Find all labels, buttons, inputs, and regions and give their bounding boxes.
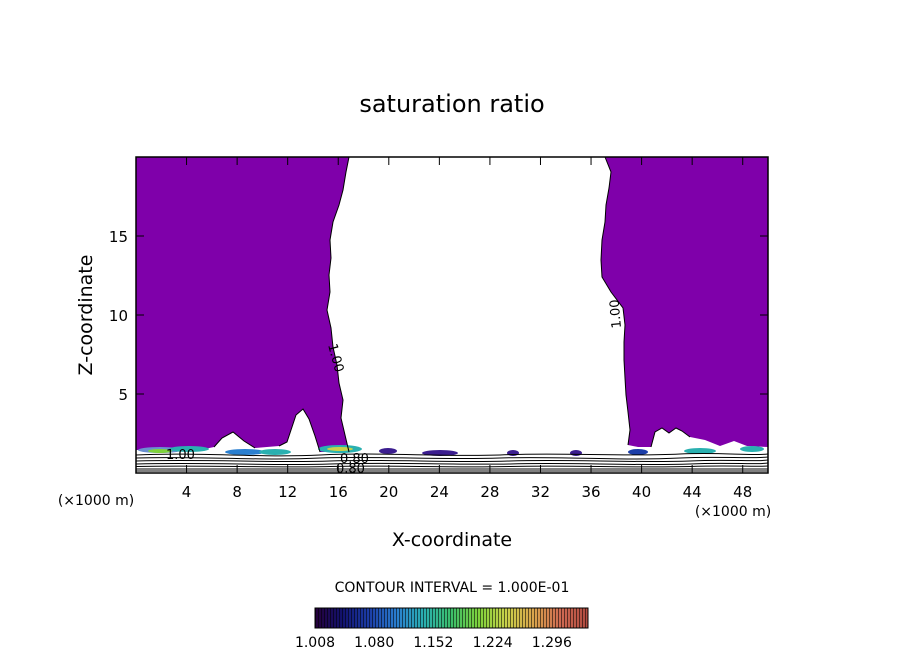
x-tick-label: 44 (683, 483, 702, 501)
y-axis: 5 10 15 (109, 228, 768, 404)
x-tick-label: 12 (278, 483, 297, 501)
colorbar-tick-label: 1.080 (354, 635, 394, 651)
x-tick-label: 4 (182, 483, 192, 501)
y-tick-label: 10 (109, 307, 128, 325)
contour-fill-right (601, 157, 768, 447)
x-tick-label: 20 (379, 483, 398, 501)
x-tick-label: 16 (329, 483, 348, 501)
contour-labels: 1.00 1.00 1.00 0.80 0.80 (166, 299, 625, 477)
y-tick-label: 15 (109, 228, 128, 246)
contour-fill-left (136, 157, 349, 452)
colorbar-tick-label: 1.296 (532, 635, 572, 651)
contour-label: 1.00 (166, 448, 195, 463)
x-tick-label: 24 (430, 483, 449, 501)
y-tick-label: 5 (118, 386, 128, 404)
x-unit-left: (×1000 m) (58, 493, 134, 509)
chart-title: saturation ratio (359, 90, 544, 118)
x-unit-right: (×1000 m) (695, 504, 771, 520)
colorbar-frame (314, 607, 589, 629)
colorbar-tick-label: 1.224 (473, 635, 513, 651)
contour-label: 0.80 (336, 462, 365, 477)
y-axis-label: Z-coordinate (75, 255, 97, 376)
x-tick-label: 32 (531, 483, 550, 501)
contour-lines (213, 156, 691, 453)
x-tick-label: 40 (632, 483, 651, 501)
colorbar-tick-label: 1.008 (295, 635, 335, 651)
colorbar-ticks: 1.008 1.080 1.152 1.224 1.296 (295, 635, 572, 651)
x-axis-label: X-coordinate (392, 529, 512, 551)
x-tick-label: 28 (480, 483, 499, 501)
x-tick-label: 48 (733, 483, 752, 501)
contour-interval-text: CONTOUR INTERVAL = 1.000E-01 (335, 580, 570, 596)
colorbar-tick-label: 1.152 (413, 635, 453, 651)
x-axis: 4 8 12 16 20 24 28 32 36 40 44 48 (182, 157, 752, 501)
contour-label: 1.00 (324, 342, 346, 374)
x-tick-label: 36 (581, 483, 600, 501)
x-tick-label: 8 (232, 483, 242, 501)
contour-label: 1.00 (608, 299, 625, 329)
colorbar-stripes (315, 608, 588, 628)
contour-label: 0.80 (340, 452, 369, 467)
